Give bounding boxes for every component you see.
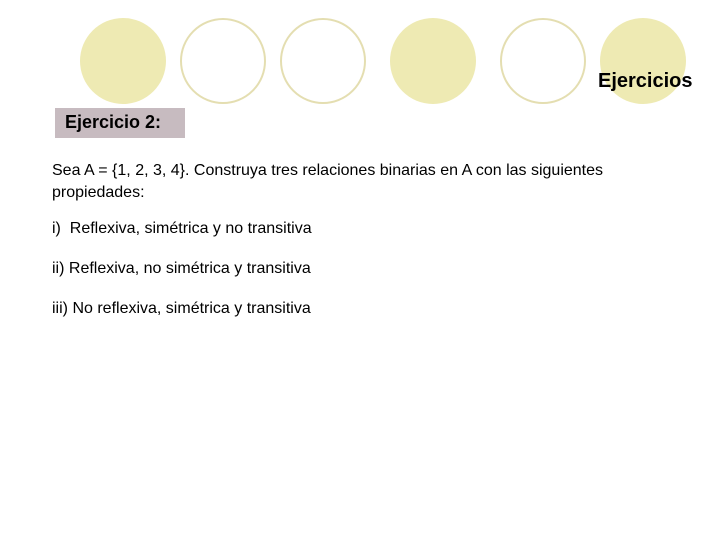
slide-header-title: Ejercicios (598, 70, 693, 93)
item-i: i) Reflexiva, simétrica y no transitiva (52, 218, 682, 240)
exercise-badge: Ejercicio 2: (55, 108, 185, 138)
item-iii: iii) No reflexiva, simétrica y transitiv… (52, 298, 682, 320)
deco-circle-1 (80, 18, 166, 104)
deco-circle-5 (500, 18, 586, 104)
problem-statement: Sea A = {1, 2, 3, 4}. Construya tres rel… (52, 160, 682, 203)
slide-root: Ejercicios Ejercicio 2: Sea A = {1, 2, 3… (0, 0, 720, 540)
deco-circle-2 (180, 18, 266, 104)
deco-circle-4 (390, 18, 476, 104)
item-ii: ii) Reflexiva, no simétrica y transitiva (52, 258, 682, 280)
deco-circle-3 (280, 18, 366, 104)
